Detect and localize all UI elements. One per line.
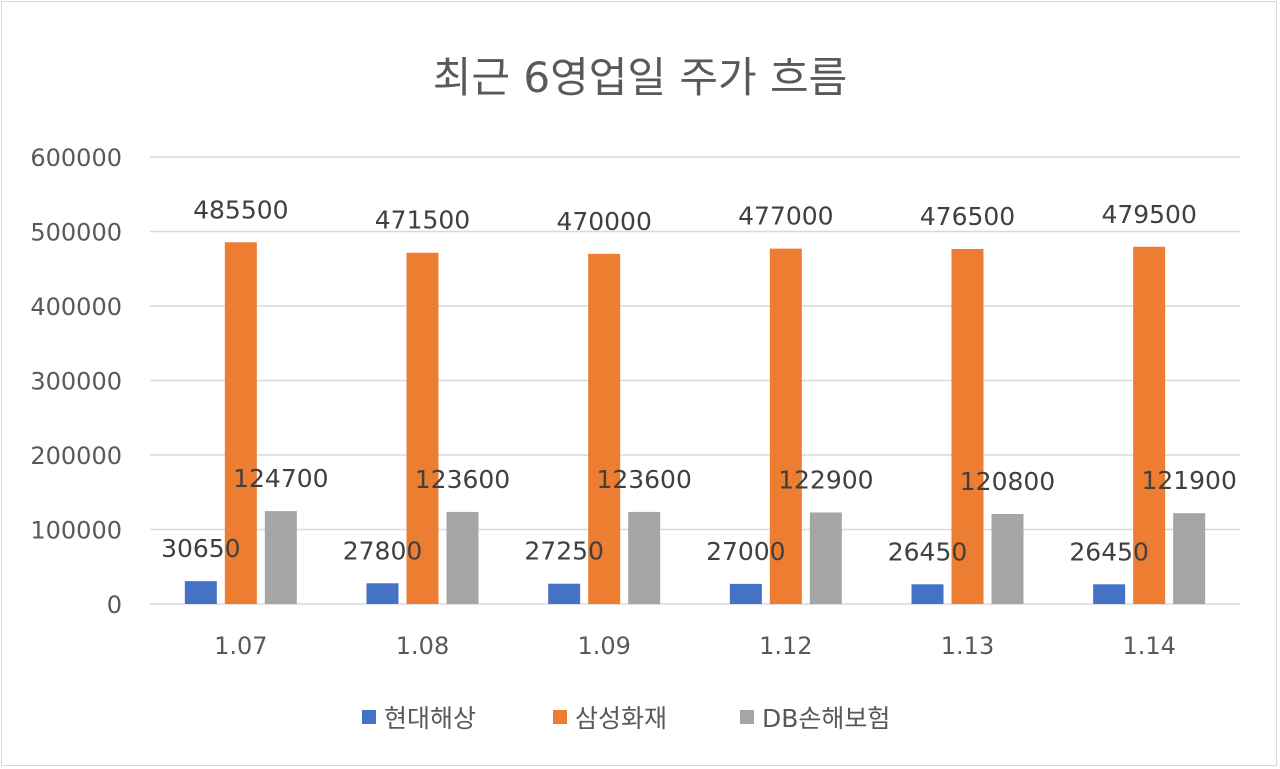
y-tick-label: 300000	[30, 368, 122, 396]
bar	[264, 511, 297, 604]
bar	[588, 253, 621, 604]
bar	[548, 583, 581, 604]
data-label: 485500	[193, 195, 288, 224]
data-label: 30650	[161, 534, 241, 563]
x-tick-label: 1.14	[1122, 632, 1175, 660]
bar	[628, 511, 661, 604]
bars	[184, 242, 1206, 605]
legend-label: DB손해보험	[762, 704, 890, 733]
legend-swatch	[362, 710, 376, 724]
legend-label: 현대해상	[384, 704, 476, 733]
data-label: 479500	[1101, 200, 1196, 229]
data-label: 471500	[375, 206, 470, 235]
bar	[366, 583, 399, 604]
y-tick-label: 200000	[30, 442, 122, 470]
x-tick-label: 1.07	[214, 632, 267, 660]
data-label: 123600	[596, 465, 691, 494]
y-tick-label: 100000	[30, 517, 122, 545]
legend: 현대해상 삼성화재 DB손해보험	[362, 704, 890, 733]
bar	[1133, 246, 1166, 604]
x-tick-label: 1.08	[396, 632, 449, 660]
legend-swatch	[553, 710, 567, 724]
legend-label: 삼성화재	[575, 704, 667, 733]
y-tick-label: 400000	[30, 293, 122, 321]
data-label: 121900	[1141, 466, 1236, 495]
bar	[446, 511, 479, 604]
data-label: 120800	[960, 467, 1055, 496]
data-label: 123600	[415, 465, 510, 494]
data-label: 27000	[706, 537, 786, 566]
bar	[951, 249, 984, 604]
x-tick-label: 1.09	[577, 632, 630, 660]
chart-title: 최근 6영업일 주가 흐름	[433, 53, 848, 102]
data-labels: 30650 485500 124700 27800 471500 123600 27250 4…	[161, 195, 1237, 566]
bar	[184, 581, 217, 604]
x-axis: 1.07 1.08 1.09 1.12 1.13 1.14	[214, 632, 1176, 660]
y-tick-label: 0	[107, 591, 122, 619]
y-tick-label: 500000	[30, 219, 122, 247]
gridlines	[150, 156, 1240, 605]
y-tick-label: 600000	[30, 144, 122, 172]
bar	[224, 242, 257, 605]
data-label: 476500	[920, 202, 1015, 231]
bar	[911, 584, 944, 604]
bar	[729, 583, 762, 604]
bar	[1093, 584, 1126, 604]
legend-swatch	[740, 710, 754, 724]
data-label: 26450	[1069, 537, 1149, 566]
bar	[991, 514, 1024, 604]
data-label: 27250	[524, 537, 604, 566]
bar	[769, 248, 802, 604]
data-label: 124700	[233, 464, 328, 493]
x-tick-label: 1.13	[941, 632, 994, 660]
x-tick-label: 1.12	[759, 632, 812, 660]
bar	[809, 512, 842, 604]
data-label: 470000	[556, 207, 651, 236]
data-label: 27800	[343, 536, 423, 565]
data-label: 477000	[738, 202, 833, 231]
y-axis: 0 100000 200000 300000 400000 500000 600000	[30, 144, 122, 619]
data-label: 26450	[888, 537, 968, 566]
bar	[1173, 513, 1206, 604]
data-label: 122900	[778, 465, 873, 494]
bar	[406, 252, 439, 605]
